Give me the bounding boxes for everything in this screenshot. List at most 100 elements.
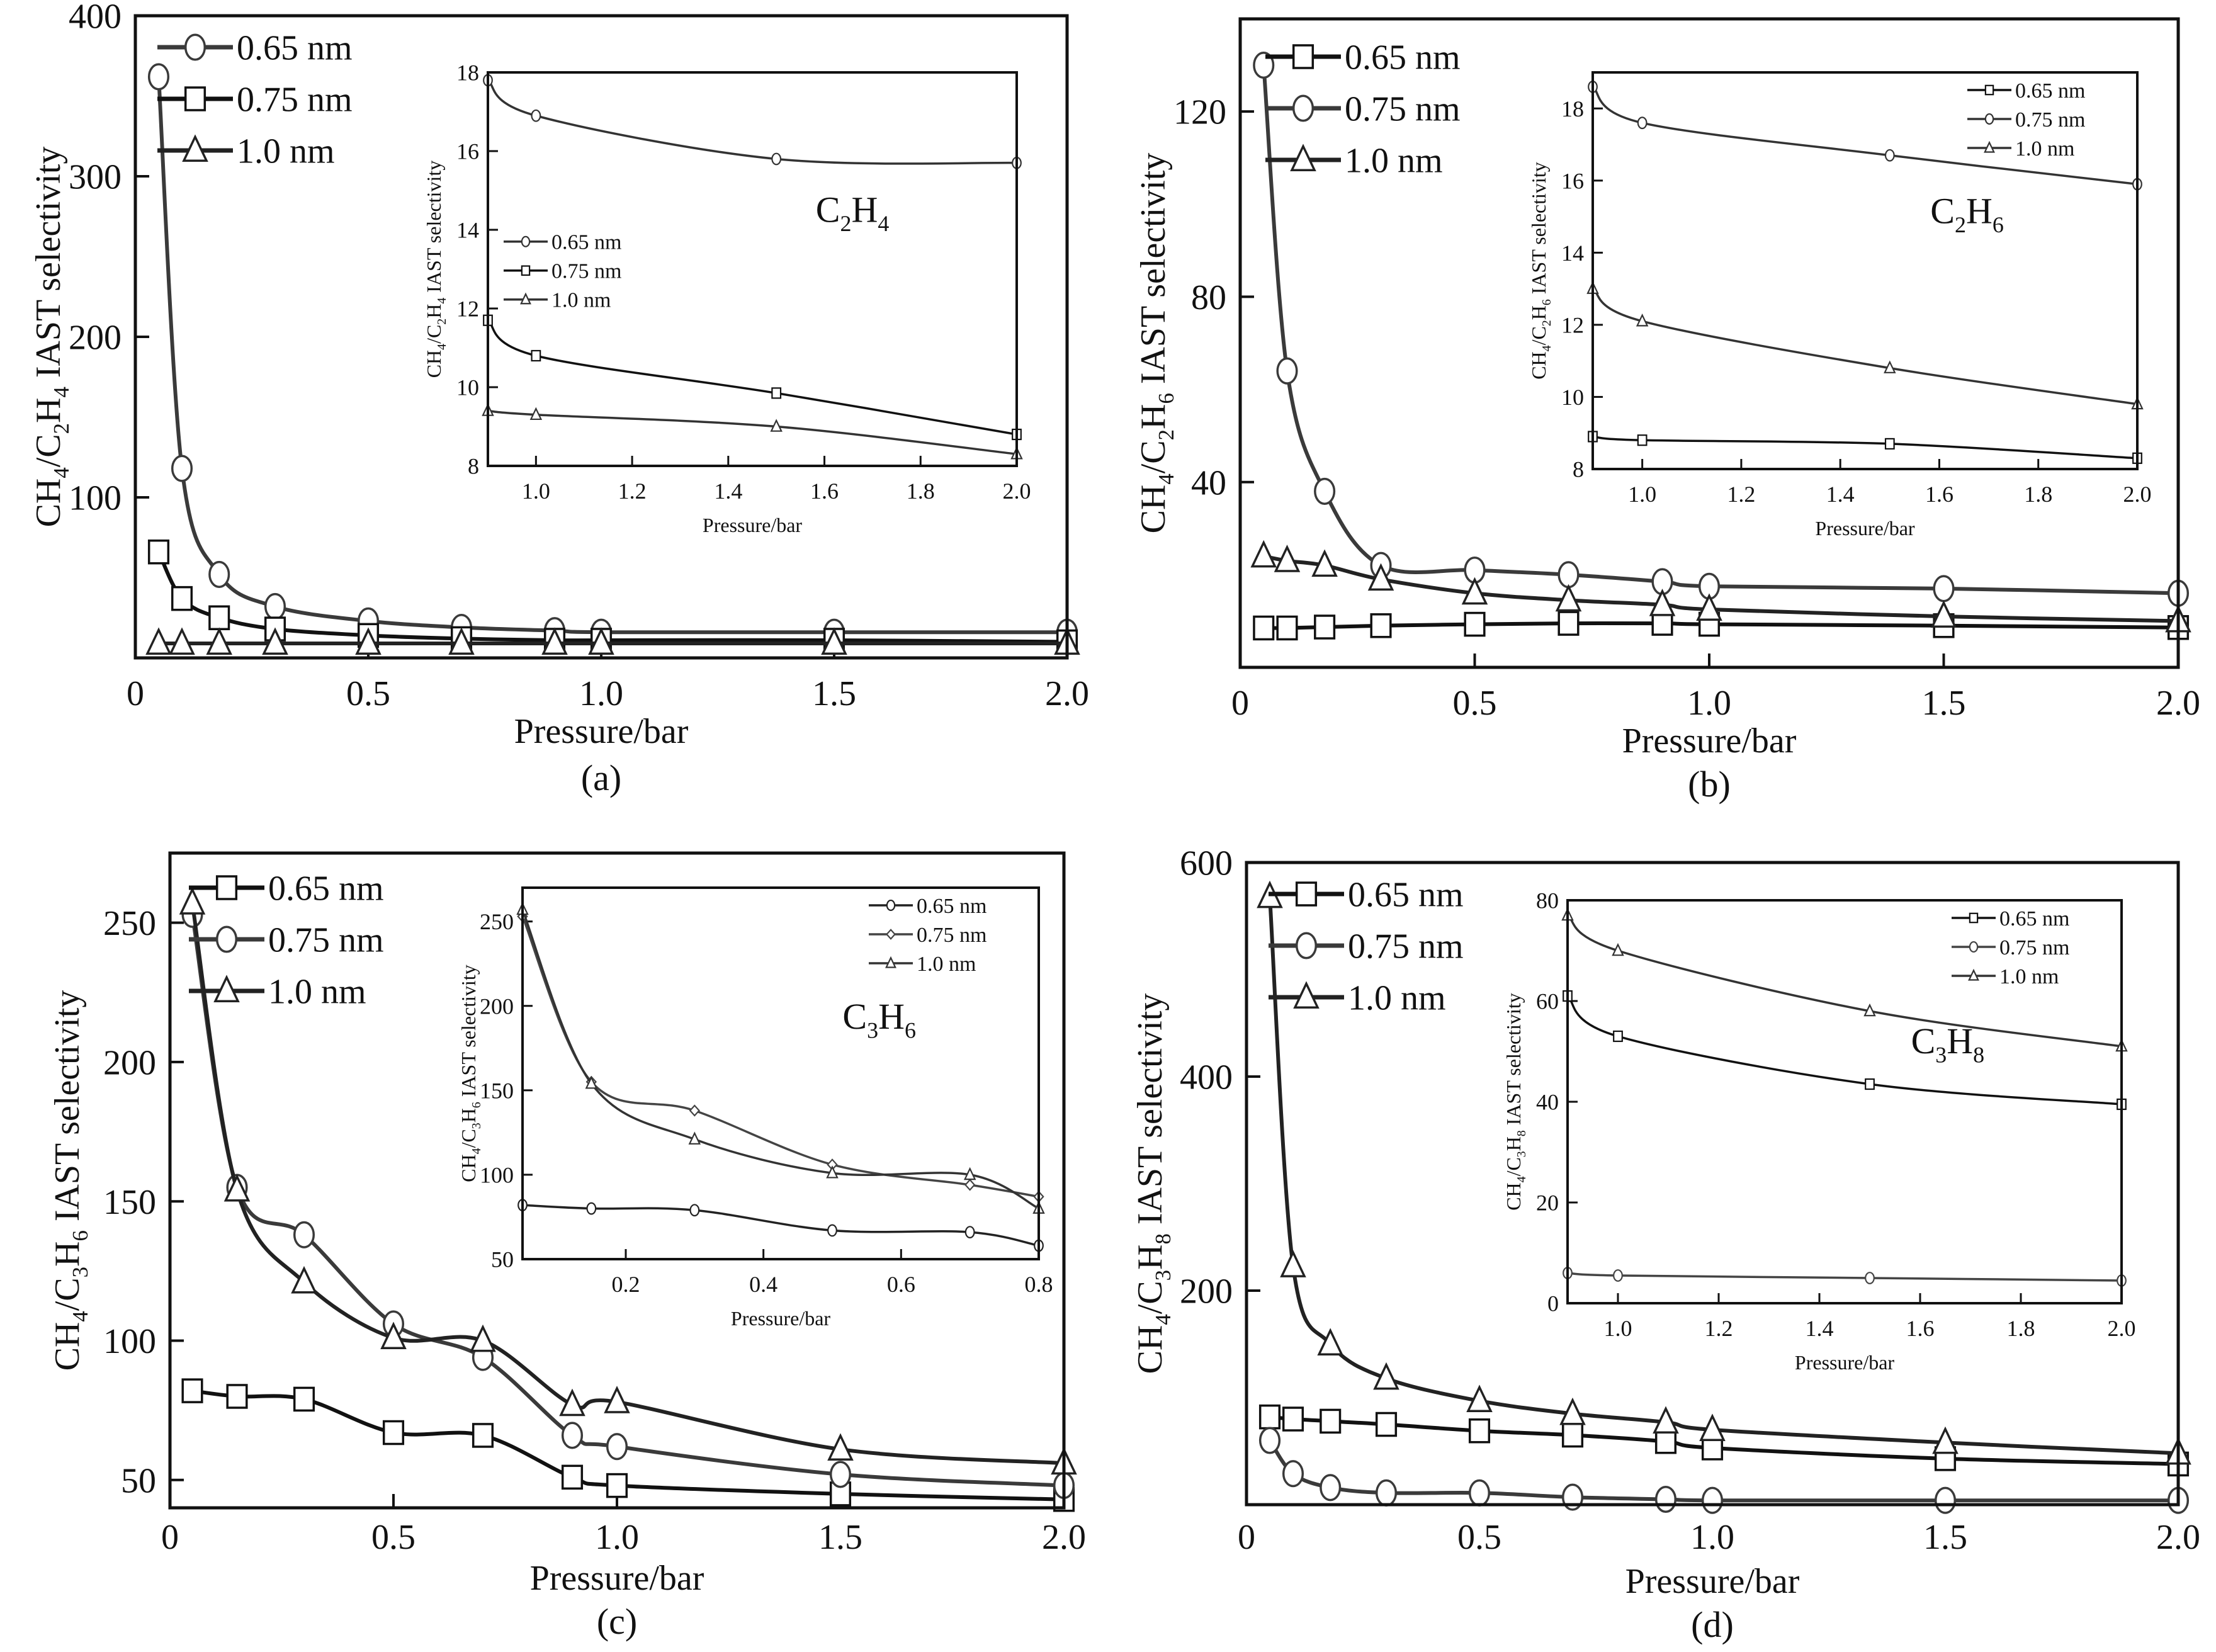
data-point-triangle <box>688 1131 701 1145</box>
legend-label: 0.75 nm <box>1999 936 2069 959</box>
data-point-triangle <box>355 627 382 655</box>
data-point-triangle <box>145 627 172 655</box>
gas-label: C2H4 <box>816 190 890 237</box>
y-axis-label: CH4/C3H6 IAST selectivity <box>457 965 483 1182</box>
panel-caption: (c) <box>597 1601 637 1642</box>
data-point-triangle <box>1317 1328 1343 1355</box>
label-subscript: 6 <box>1154 393 1179 404</box>
data-point-square <box>1557 611 1580 636</box>
y-axis-label: CH4/C3H8 IAST selectivity <box>1131 993 1175 1374</box>
data-point-triangle <box>1653 1406 1679 1434</box>
gas-label: C2H6 <box>1930 190 2004 237</box>
y-tick-label: 12 <box>456 297 479 322</box>
legend-item: 0.65 nm <box>1265 38 1461 77</box>
data-point-diamond <box>964 1179 976 1191</box>
data-point-triangle <box>529 407 543 421</box>
y-tick-label: 200 <box>103 1044 156 1083</box>
legend-item: 1.0 nm <box>1269 979 1446 1018</box>
x-tick-label: 1.8 <box>907 478 935 504</box>
data-point-circle <box>1557 561 1580 589</box>
x-tick-label: 1.4 <box>714 478 742 504</box>
chart-d: 0 0.5 1.0 1.5 2.0200400600Pressure/barCH4/C3… <box>1131 844 2200 1645</box>
y-tick-label: 10 <box>1561 385 1584 410</box>
legend-label: 0.65 nm <box>2015 79 2085 103</box>
label-part: IAST selectivity <box>1131 993 1170 1234</box>
series-line <box>487 409 1017 455</box>
label-part: H <box>422 304 445 319</box>
label-part: C <box>1930 190 1955 231</box>
label-subscript: 3 <box>1515 1151 1529 1157</box>
label-subscript: 6 <box>1993 212 2004 237</box>
label-part: CH <box>48 1322 87 1371</box>
x-tick-label: 1.5 <box>1923 1518 1967 1557</box>
legend-marker-triangle <box>520 292 531 305</box>
x-tick-label: 1.6 <box>810 478 839 504</box>
panel-b: 0 0.5 1.0 1.5 2.0 40 80 120 Pressure/bar CH4/C2H6… <box>1108 0 2216 825</box>
label-part: H <box>48 1242 87 1267</box>
data-point-triangle <box>1612 942 1624 956</box>
label-subscript: 6 <box>1540 299 1554 305</box>
data-point-triangle <box>827 1433 854 1461</box>
label-part: H <box>851 190 878 230</box>
data-point-circle <box>771 152 782 166</box>
x-tick-label: 2.0 <box>1042 1518 1086 1557</box>
x-tick-label: 1.2 <box>1705 1316 1733 1341</box>
label-subscript: 3 <box>1935 1043 1947 1068</box>
x-tick-label: 1.2 <box>1727 482 1755 507</box>
data-point-square <box>1314 614 1336 640</box>
x-tick-label: 0 <box>1231 684 1249 723</box>
series-line <box>1566 914 2122 1048</box>
main-plot: 0 0.5 1.0 1.5 2.0100200300400Pressure/barCH4… <box>29 0 1089 751</box>
x-tick-label: 1.0 <box>595 1518 639 1557</box>
main-plot: 0 0.5 1.0 1.5 2.0200400600Pressure/barCH4/C3… <box>1131 844 2200 1601</box>
data-point-triangle <box>1699 1413 1726 1441</box>
x-axis-label: Pressure/bar <box>1815 517 1915 540</box>
label-subscript: 8 <box>1515 1130 1529 1136</box>
legend-marker-circle <box>521 235 531 247</box>
data-point-triangle <box>1250 540 1277 568</box>
legend-item: 0.75 nm <box>1967 108 2085 132</box>
y-tick-label: 150 <box>480 1078 514 1103</box>
y-tick-label: 10 <box>456 375 479 400</box>
legend-marker-triangle <box>182 134 208 162</box>
legend-item: 1.0 nm <box>1952 965 2059 988</box>
x-tick-label: 2.0 <box>1003 478 1031 504</box>
data-point-circle <box>1865 1272 1875 1284</box>
label-part: CH <box>1527 351 1550 379</box>
data-point-triangle <box>1311 549 1338 577</box>
x-tick-label: 1.6 <box>1925 482 1953 507</box>
data-point-circle <box>1933 575 1955 603</box>
legend-item: 0.65 nm <box>1269 876 1464 915</box>
data-point-triangle <box>1367 563 1394 591</box>
data-point-circle <box>1934 1486 1957 1514</box>
series-0-75-nm <box>483 314 1022 441</box>
data-point-circle <box>964 1226 975 1238</box>
legend-label: 0.65 nm <box>1345 38 1461 77</box>
y-tick-label: 200 <box>1180 1272 1233 1311</box>
data-point-circle <box>1282 1460 1304 1488</box>
y-tick-label: 60 <box>1536 989 1559 1014</box>
label-subscript: 2 <box>1955 212 1966 237</box>
legend-label: 0.75 nm <box>1345 90 1461 129</box>
legend-label: 1.0 nm <box>917 953 976 976</box>
label-subscript: 3 <box>470 1123 483 1129</box>
y-tick-label: 18 <box>456 60 479 86</box>
data-point-triangle <box>770 419 783 432</box>
data-point-circle <box>171 455 193 482</box>
data-point-triangle <box>1636 314 1649 327</box>
y-tick-label: 8 <box>468 454 479 479</box>
x-tick-label: 1.6 <box>1906 1316 1935 1341</box>
legend-marker-square <box>1969 912 1979 924</box>
label-part: H <box>29 398 68 423</box>
label-part: CH <box>1502 1182 1525 1210</box>
legend-item: 0.65 nm <box>189 869 384 908</box>
main-plot: 0 0.5 1.0 1.5 2.04080120Pressure/barCH4/C2H6… <box>1134 17 2200 761</box>
legend-item: 0.75 nm <box>157 81 353 120</box>
data-point-circle <box>1320 1474 1342 1502</box>
y-tick-label: 14 <box>1561 240 1584 266</box>
data-point-triangle <box>206 627 232 655</box>
data-point-circle <box>1701 1486 1724 1514</box>
x-tick-label: 1.4 <box>1826 482 1855 507</box>
legend-label: 0.75 nm <box>268 921 384 960</box>
x-axis-label: Pressure/bar <box>1625 1562 1800 1601</box>
